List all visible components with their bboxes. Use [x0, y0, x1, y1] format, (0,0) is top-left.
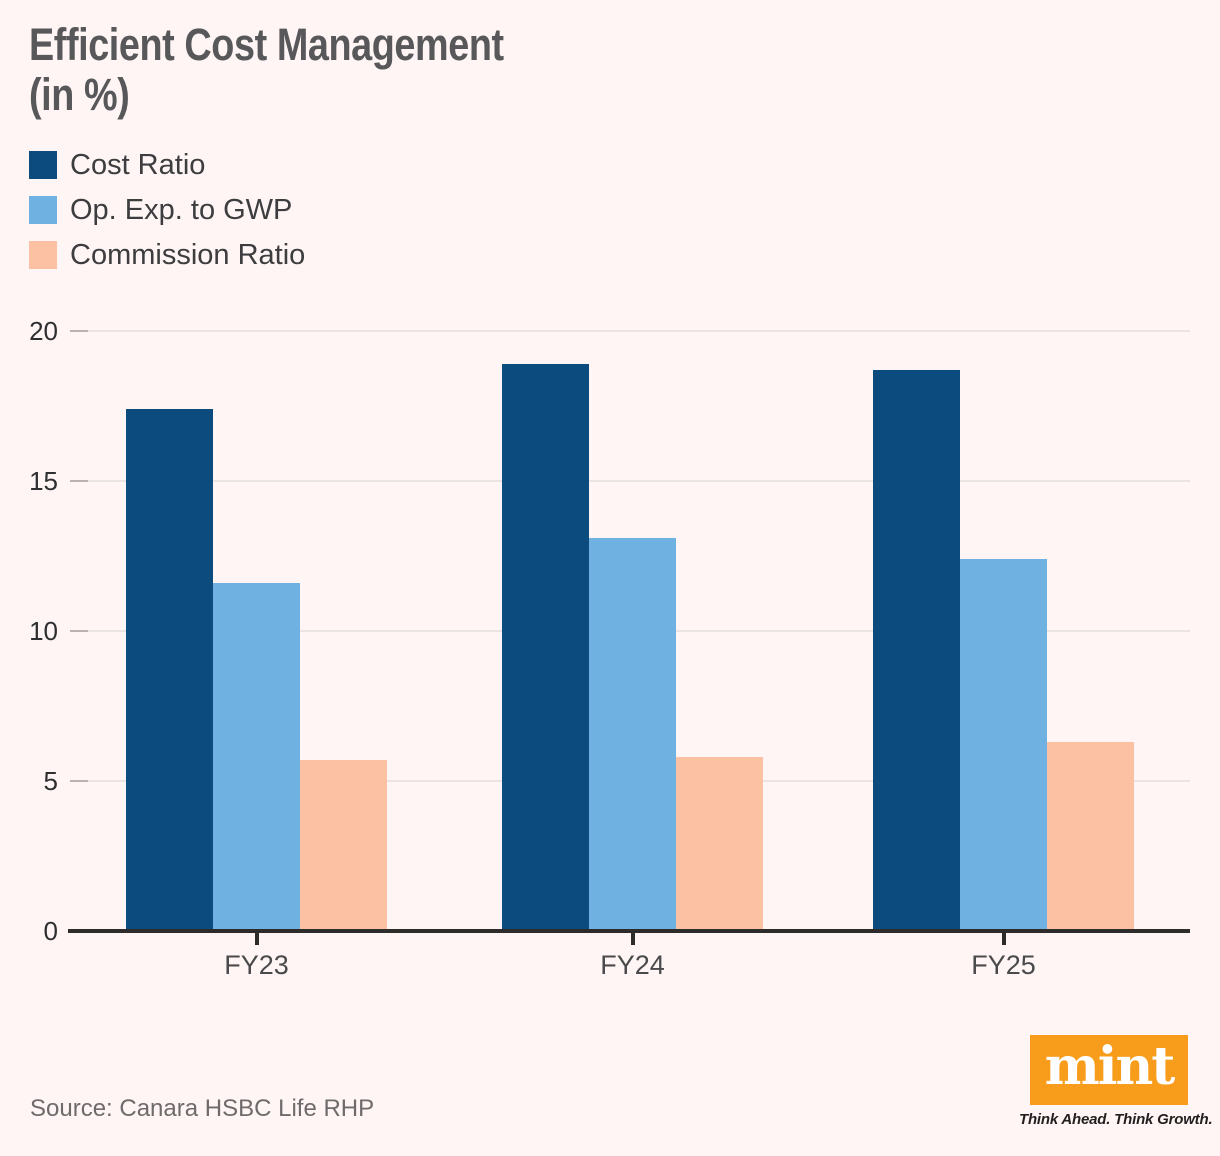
bar-fy23-cost-ratio — [126, 409, 213, 931]
legend-item: Cost Ratio — [29, 148, 305, 181]
legend-label: Cost Ratio — [70, 148, 206, 181]
x-axis-tick — [1001, 933, 1006, 945]
y-axis-tick — [70, 630, 88, 632]
y-axis-label-0: 0 — [43, 916, 58, 946]
y-axis-tick — [70, 330, 88, 332]
x-axis-tick — [254, 933, 259, 945]
y-axis-label-15: 15 — [29, 466, 58, 496]
y-axis-label-5: 5 — [43, 766, 58, 796]
bar-fy24-op-exp-to-gwp — [589, 538, 676, 931]
legend-item: Commission Ratio — [29, 238, 306, 271]
bar-fy25-commission-ratio — [1047, 742, 1134, 931]
mint-logo: mint — [1030, 1035, 1188, 1105]
x-axis-label-fy23: FY23 — [224, 950, 289, 980]
y-axis-tick — [70, 780, 88, 782]
bar-fy25-cost-ratio — [873, 370, 960, 931]
bar-fy24-cost-ratio — [502, 364, 589, 931]
chart-title-line1: Efficient Cost Management — [29, 19, 504, 70]
chart-title: Efficient Cost Management (in %) — [29, 19, 504, 121]
legend-swatch-3 — [29, 241, 57, 269]
x-axis-tick — [630, 933, 635, 945]
x-axis-line — [68, 929, 1190, 933]
chart-title-line2: (in %) — [29, 69, 130, 121]
legend-label: Op. Exp. to GWP — [70, 193, 293, 226]
bar-fy24-commission-ratio — [676, 757, 763, 931]
gridline-15 — [70, 480, 1190, 482]
legend-label: Commission Ratio — [70, 238, 306, 271]
bar-fy23-op-exp-to-gwp — [213, 583, 300, 931]
x-axis-label-fy24: FY24 — [600, 950, 665, 980]
bar-fy25-op-exp-to-gwp — [960, 559, 1047, 931]
mint-logo-text: mint — [1044, 1036, 1176, 1097]
gridline-20 — [70, 330, 1190, 332]
source-note: Source: Canara HSBC Life RHP — [30, 1095, 375, 1122]
bar-fy23-commission-ratio — [300, 760, 387, 931]
legend-swatch-2 — [29, 196, 57, 224]
mint-tagline: Think Ahead. Think Growth. — [1019, 1111, 1213, 1128]
y-axis-label-10: 10 — [29, 616, 58, 646]
legend-swatch-1 — [29, 151, 57, 179]
legend: Cost Ratio Op. Exp. to GWP Commission Rati… — [29, 148, 306, 286]
x-axis-label-fy25: FY25 — [971, 950, 1036, 980]
y-axis-label-20: 20 — [29, 316, 58, 346]
y-axis-tick — [70, 480, 88, 482]
legend-item: Op. Exp. to GWP — [29, 193, 305, 226]
